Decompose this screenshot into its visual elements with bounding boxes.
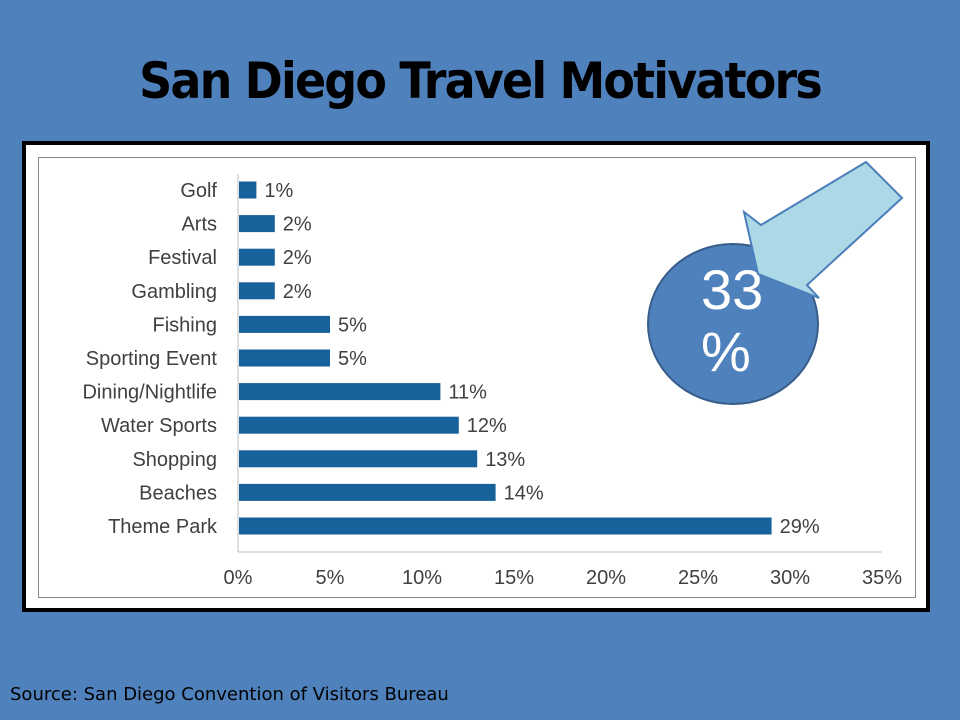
category-label: Golf <box>180 180 217 202</box>
bar <box>239 416 459 434</box>
bar <box>239 483 496 501</box>
data-label: 1% <box>264 180 293 202</box>
x-tick-label: 25% <box>678 567 718 589</box>
category-label: Arts <box>181 214 217 236</box>
x-tick-label: 35% <box>862 567 902 589</box>
data-label: 2% <box>283 281 312 303</box>
x-tick-label: 30% <box>770 567 810 589</box>
bar <box>239 517 772 535</box>
bar <box>239 383 441 401</box>
category-label: Theme Park <box>108 516 218 538</box>
category-label: Water Sports <box>101 415 217 437</box>
category-label: Fishing <box>153 314 217 336</box>
arrow-shape <box>742 160 904 299</box>
bar-chart: Golf 1% Arts 2% Festival 2% Gambling 2% Fishing 5… <box>82 174 902 589</box>
data-label: 5% <box>338 348 367 370</box>
bar <box>239 181 257 199</box>
category-label: Gambling <box>131 281 217 303</box>
category-label: Beaches <box>139 482 217 504</box>
category-label: Dining/Nightlife <box>82 382 217 404</box>
data-label: 14% <box>504 482 544 504</box>
x-tick-label: 0% <box>224 567 253 589</box>
x-tick-label: 15% <box>494 567 534 589</box>
x-tick-label: 20% <box>586 567 626 589</box>
x-tick-label: 10% <box>402 567 442 589</box>
bar <box>239 282 275 300</box>
data-label: 12% <box>467 415 507 437</box>
callout-value: 33 % <box>701 258 764 383</box>
bar <box>239 248 275 266</box>
data-label: 11% <box>448 382 487 404</box>
category-label: Shopping <box>132 449 217 471</box>
callout-arrow-icon <box>742 160 904 299</box>
category-label: Sporting Event <box>86 348 218 370</box>
bar <box>239 450 478 468</box>
bar <box>239 349 330 367</box>
source-note: Source: San Diego Convention of Visitors… <box>10 684 449 705</box>
bar <box>239 215 275 233</box>
data-label: 2% <box>283 214 312 236</box>
category-label: Festival <box>148 247 217 269</box>
slide-title: San Diego Travel Motivators <box>139 52 823 110</box>
bar <box>239 315 330 333</box>
data-label: 29% <box>780 516 820 538</box>
data-label: 5% <box>338 314 367 336</box>
data-label: 2% <box>283 247 312 269</box>
x-tick-label: 5% <box>316 567 345 589</box>
data-label: 13% <box>485 449 525 471</box>
